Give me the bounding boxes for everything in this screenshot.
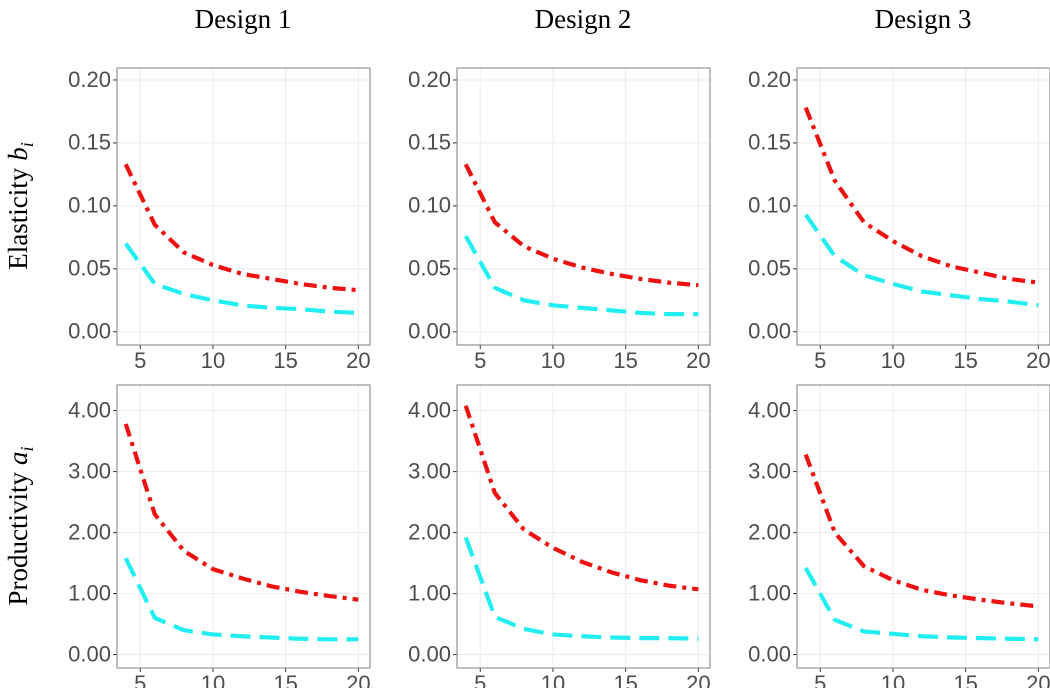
y-tick-label: 0.05 bbox=[68, 256, 111, 281]
x-tick-label: 20 bbox=[346, 671, 370, 688]
column-title: Design 1 bbox=[195, 4, 292, 34]
x-tick-label: 20 bbox=[686, 348, 710, 373]
column-title: Design 2 bbox=[535, 4, 632, 34]
x-tick-label: 5 bbox=[814, 348, 826, 373]
y-tick-label: 0.15 bbox=[408, 130, 451, 155]
row-label-text: Elasticity bbox=[3, 167, 33, 269]
panel: 0.00 1.00 2.00 3.00 4.00 5 10 15 20 bbox=[748, 384, 1050, 688]
y-tick-label: 0.20 bbox=[408, 67, 451, 92]
panel-border bbox=[456, 384, 711, 669]
y-tick-label: 0.05 bbox=[748, 256, 791, 281]
plot-background bbox=[457, 68, 710, 345]
row-label-text: Productivity bbox=[3, 472, 33, 606]
series-line bbox=[123, 557, 359, 642]
y-tick-label: 2.00 bbox=[408, 519, 451, 544]
y-tick-label: 3.00 bbox=[748, 458, 791, 483]
row-label-subscript: i bbox=[17, 446, 37, 451]
panel-border bbox=[116, 384, 371, 669]
x-tick-label: 20 bbox=[1026, 671, 1050, 688]
series-line bbox=[803, 453, 1039, 609]
y-tick-label: 2.00 bbox=[748, 519, 791, 544]
series-line bbox=[803, 213, 1039, 308]
x-tick-label: 10 bbox=[201, 671, 225, 688]
y-tick-label: 0.00 bbox=[408, 319, 451, 344]
x-tick-label: 5 bbox=[474, 348, 486, 373]
y-tick-label: 0.00 bbox=[748, 319, 791, 344]
y-tick-label: 0.15 bbox=[68, 130, 111, 155]
row-label-symbol: a bbox=[3, 452, 33, 466]
panel: 0.00 1.00 2.00 3.00 4.00 5 10 15 20 bbox=[68, 384, 371, 688]
x-tick-label: 10 bbox=[541, 671, 565, 688]
plot-background bbox=[797, 68, 1050, 345]
y-tick-label: 1.00 bbox=[408, 580, 451, 605]
y-tick-label: 4.00 bbox=[68, 397, 111, 422]
y-tick-label: 2.00 bbox=[68, 519, 111, 544]
panel-border bbox=[456, 67, 711, 346]
x-tick-label: 10 bbox=[541, 348, 565, 373]
series-line bbox=[463, 235, 699, 317]
series-line bbox=[123, 163, 359, 293]
panel: 0.00 0.05 0.10 0.15 0.20 5 10 15 20 bbox=[408, 67, 710, 373]
x-tick-label: 5 bbox=[134, 348, 146, 373]
y-tick-label: 0.00 bbox=[68, 641, 111, 666]
row-label: Elasticity bi bbox=[3, 142, 37, 270]
y-tick-label: 4.00 bbox=[748, 397, 791, 422]
x-tick-label: 15 bbox=[613, 671, 637, 688]
row-label-symbol: b bbox=[3, 147, 33, 161]
y-tick-label: 0.10 bbox=[68, 193, 111, 218]
y-tick-label: 0.05 bbox=[408, 256, 451, 281]
row-label-subscript: i bbox=[17, 142, 37, 147]
panel-border bbox=[116, 67, 371, 346]
x-tick-label: 5 bbox=[134, 671, 146, 688]
y-tick-label: 0.00 bbox=[408, 641, 451, 666]
plot-background bbox=[797, 385, 1050, 668]
x-tick-label: 5 bbox=[814, 671, 826, 688]
x-tick-label: 20 bbox=[686, 671, 710, 688]
x-tick-label: 20 bbox=[1026, 348, 1050, 373]
x-tick-label: 10 bbox=[201, 348, 225, 373]
panel-border bbox=[796, 67, 1050, 346]
x-tick-label: 15 bbox=[613, 348, 637, 373]
panel: 0.00 0.05 0.10 0.15 0.20 5 10 15 20 bbox=[748, 67, 1050, 373]
y-tick-label: 1.00 bbox=[68, 580, 111, 605]
y-tick-label: 0.10 bbox=[408, 193, 451, 218]
y-tick-label: 0.00 bbox=[748, 641, 791, 666]
series-line bbox=[123, 423, 359, 602]
series-line bbox=[463, 405, 699, 592]
plot-background bbox=[117, 68, 370, 345]
panel: 0.00 0.05 0.10 0.15 0.20 5 10 15 20 bbox=[68, 67, 370, 373]
plot-background bbox=[117, 385, 370, 668]
y-tick-label: 0.10 bbox=[748, 193, 791, 218]
y-tick-label: 0.15 bbox=[748, 130, 791, 155]
y-tick-label: 3.00 bbox=[68, 458, 111, 483]
y-tick-label: 0.20 bbox=[68, 67, 111, 92]
series-line bbox=[803, 566, 1039, 642]
x-tick-label: 5 bbox=[474, 671, 486, 688]
x-tick-label: 10 bbox=[881, 671, 905, 688]
x-tick-label: 10 bbox=[881, 348, 905, 373]
row-label: Productivity ai bbox=[3, 446, 37, 605]
panel-border bbox=[796, 384, 1050, 669]
series-line bbox=[463, 536, 699, 641]
y-tick-label: 1.00 bbox=[748, 580, 791, 605]
series-line bbox=[463, 163, 699, 288]
y-tick-label: 0.00 bbox=[68, 319, 111, 344]
x-tick-label: 20 bbox=[346, 348, 370, 373]
x-tick-label: 15 bbox=[273, 348, 297, 373]
y-tick-label: 0.20 bbox=[748, 67, 791, 92]
x-tick-label: 15 bbox=[953, 671, 977, 688]
y-tick-label: 3.00 bbox=[408, 458, 451, 483]
panel: 0.00 1.00 2.00 3.00 4.00 5 10 15 20 bbox=[408, 384, 711, 688]
plot-background bbox=[457, 385, 710, 668]
series-line bbox=[124, 242, 359, 315]
x-tick-label: 15 bbox=[273, 671, 297, 688]
column-title: Design 3 bbox=[875, 4, 972, 34]
y-tick-label: 4.00 bbox=[408, 397, 451, 422]
series-line bbox=[803, 106, 1039, 285]
x-tick-label: 15 bbox=[953, 348, 977, 373]
